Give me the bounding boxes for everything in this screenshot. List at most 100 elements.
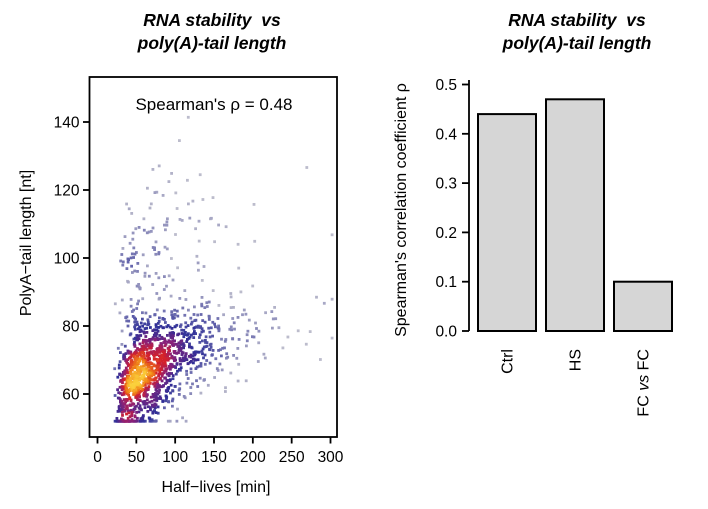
data-point — [125, 412, 128, 416]
data-point — [251, 284, 255, 288]
data-point — [237, 338, 241, 341]
data-point — [304, 342, 308, 346]
data-point — [162, 371, 166, 375]
bar-title-line1: RNA stability vs — [508, 10, 646, 30]
data-point — [178, 382, 182, 386]
data-point — [125, 419, 128, 423]
data-point — [133, 405, 137, 409]
data-point — [184, 419, 188, 423]
data-point — [127, 411, 131, 415]
data-point — [330, 336, 334, 340]
data-point — [184, 352, 188, 355]
data-point — [330, 297, 334, 301]
data-point — [155, 396, 159, 400]
data-point — [194, 350, 198, 354]
data-point — [229, 292, 233, 295]
bar-panel: RNA stability vs poly(A)-tail length 0.0… — [393, 10, 673, 417]
data-point — [167, 357, 171, 360]
data-point — [152, 363, 156, 367]
data-point — [177, 351, 180, 355]
data-point — [192, 313, 196, 316]
data-point — [184, 331, 187, 334]
data-point — [187, 308, 190, 312]
data-point — [158, 350, 162, 354]
data-point — [198, 364, 201, 368]
data-point — [163, 406, 166, 410]
data-point — [138, 359, 142, 363]
data-point — [120, 417, 123, 421]
x-tick-label: 50 — [128, 449, 146, 466]
data-point — [157, 397, 161, 400]
data-point — [157, 326, 161, 329]
data-point — [168, 379, 172, 383]
data-point — [128, 404, 132, 407]
data-point — [192, 361, 195, 365]
data-point — [204, 339, 207, 342]
data-point — [170, 372, 173, 375]
data-point — [135, 358, 139, 361]
data-point — [151, 337, 154, 341]
data-point — [256, 360, 260, 363]
data-point — [148, 374, 152, 377]
data-point — [196, 350, 200, 354]
data-point — [152, 353, 155, 357]
data-point — [153, 398, 156, 402]
data-point — [190, 320, 194, 324]
data-point — [172, 357, 176, 361]
data-point — [189, 386, 193, 389]
data-point — [204, 335, 208, 339]
data-point — [132, 366, 135, 369]
data-point — [185, 369, 188, 373]
data-point — [182, 346, 185, 350]
data-point — [257, 329, 261, 333]
data-point — [216, 326, 220, 330]
data-point — [154, 388, 158, 391]
data-point — [134, 349, 138, 353]
data-point — [191, 382, 194, 386]
scatter-points — [113, 115, 334, 423]
data-point — [129, 351, 133, 355]
data-point — [170, 327, 174, 330]
data-point — [135, 307, 139, 310]
data-point — [149, 406, 152, 409]
data-point — [192, 326, 196, 330]
data-point — [173, 313, 177, 316]
data-point — [142, 370, 146, 374]
data-point — [141, 400, 145, 404]
data-point — [193, 305, 196, 309]
data-point — [214, 357, 218, 361]
data-point — [194, 332, 197, 335]
data-point — [133, 415, 137, 419]
data-point — [176, 314, 180, 318]
data-point — [177, 332, 181, 336]
data-point — [273, 306, 276, 309]
data-point — [127, 375, 130, 379]
data-point — [171, 397, 175, 401]
data-point — [137, 410, 141, 414]
data-point — [125, 385, 128, 389]
data-point — [154, 240, 158, 244]
data-point — [144, 390, 147, 394]
data-point — [143, 388, 146, 392]
data-point — [164, 394, 168, 398]
data-point — [120, 379, 124, 383]
data-point — [170, 257, 173, 260]
data-point — [171, 377, 175, 381]
data-point — [145, 326, 149, 330]
data-point — [185, 340, 189, 343]
data-point — [117, 408, 121, 411]
data-point — [145, 342, 148, 346]
data-point — [167, 347, 171, 351]
data-point — [262, 352, 266, 356]
data-point — [145, 331, 149, 334]
data-point — [219, 348, 222, 352]
data-point — [125, 387, 128, 390]
data-point — [156, 338, 160, 341]
data-point — [125, 369, 129, 372]
data-point — [186, 115, 190, 119]
data-point — [129, 372, 133, 376]
data-point — [224, 225, 228, 229]
data-point — [148, 419, 152, 423]
data-point — [257, 341, 261, 345]
data-point — [129, 376, 133, 380]
